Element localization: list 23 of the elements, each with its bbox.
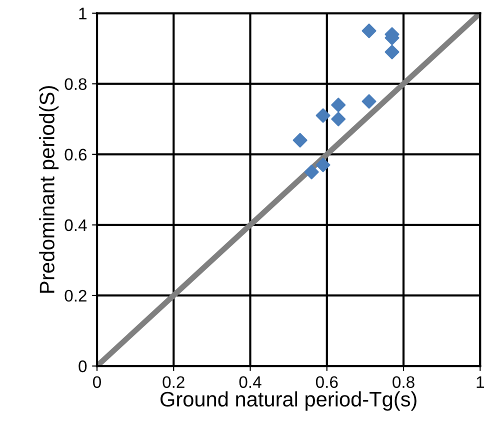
point: [362, 24, 376, 38]
y-axis-title: Predominant period(S): [39, 86, 59, 293]
x-tick-label: 0.8: [392, 376, 414, 388]
x-tick-label: 0.4: [239, 376, 262, 388]
x-tick-label: 1: [476, 376, 484, 388]
point: [331, 112, 346, 126]
x-tick-label: 0: [93, 376, 101, 388]
x-tick-label: 0.2: [162, 376, 184, 388]
point: [384, 44, 400, 60]
x-axis-title: Ground natural period-Tg(s): [160, 391, 416, 411]
point: [304, 164, 319, 180]
y-tick-label: 0: [78, 360, 87, 372]
point: [316, 108, 330, 123]
point: [331, 98, 346, 112]
y-tick-label: 0.4: [64, 219, 87, 232]
y-tick-label: 0.8: [64, 78, 87, 90]
x-tick-label: 0.6: [316, 376, 338, 388]
point: [362, 94, 376, 109]
point: [292, 132, 308, 148]
y-tick-label: 0.2: [64, 290, 86, 302]
y-tick-label: 1: [79, 8, 86, 20]
point: [316, 158, 330, 172]
y-tick-label: 0.6: [64, 148, 87, 161]
